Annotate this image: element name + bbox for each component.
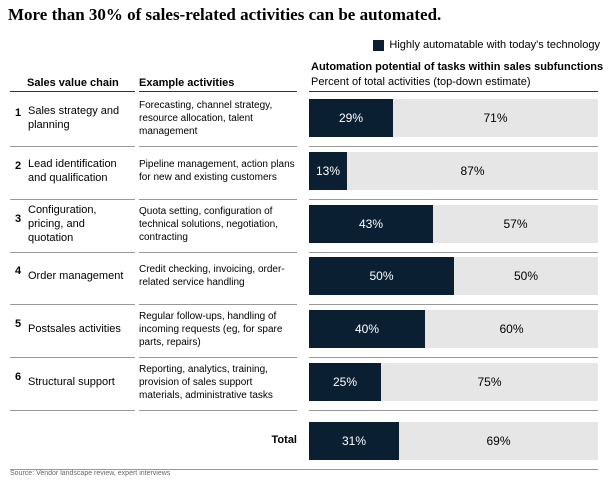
bar-segment-remaining: 87% (347, 152, 598, 190)
bar-segment-automatable: 40% (309, 310, 425, 348)
legend: Highly automatable with today's technolo… (373, 39, 600, 51)
bar-segment-automatable: 13% (309, 152, 347, 190)
row-value-chain-label: Lead identification and qualification (28, 158, 117, 184)
header-divider (139, 91, 297, 92)
row-divider (139, 357, 297, 358)
bar-segment-automatable: 31% (309, 422, 399, 460)
row-number: 5 (15, 318, 22, 330)
stacked-bar-row-5: 40% 60% (309, 310, 598, 348)
legend-swatch (373, 39, 385, 51)
bar-segment-automatable: 25% (309, 363, 381, 401)
row-number: 3 (15, 213, 22, 225)
row-example-activities: Forecasting, channel strategy, resource … (139, 99, 273, 137)
row-example-activities: Credit checking, invoicing, order-relate… (139, 264, 285, 288)
row-example-activities: Reporting, analytics, training, provisio… (139, 363, 273, 401)
row-example-activities: Regular follow-ups, handling of incoming… (139, 310, 283, 348)
header-divider (309, 91, 598, 92)
total-label: Total (271, 434, 297, 446)
row-divider (139, 304, 297, 305)
stacked-bar-row-4: 50% 50% (309, 257, 598, 295)
source-note: Source: Vendor landscape review, expert … (10, 470, 171, 477)
table-bottom-divider (10, 469, 598, 470)
bar-segment-remaining: 71% (393, 99, 598, 137)
row-value-chain-label: Configuration, pricing, and quotation (28, 204, 97, 244)
row-value-chain-label: Postsales activities (28, 323, 121, 335)
row-divider (309, 199, 598, 200)
stacked-bar-row-2: 13% 87% (309, 152, 598, 190)
chart-title: More than 30% of sales-related activitie… (8, 5, 442, 24)
bar-segment-remaining: 75% (381, 363, 598, 401)
row-divider (309, 410, 598, 411)
stacked-bar-row-3: 43% 57% (309, 205, 598, 243)
row-divider (10, 146, 135, 147)
row-divider (139, 410, 297, 411)
row-divider (139, 252, 297, 253)
row-number: 6 (15, 371, 22, 383)
bar-segment-remaining: 60% (425, 310, 598, 348)
row-divider (10, 199, 135, 200)
row-value-chain-label: Structural support (28, 376, 115, 388)
header-divider (10, 91, 135, 92)
row-divider (139, 199, 297, 200)
bar-segment-automatable: 43% (309, 205, 433, 243)
row-number: 2 (15, 160, 22, 172)
row-divider (10, 252, 135, 253)
bar-segment-remaining: 69% (399, 422, 598, 460)
header-automation-subtitle: Percent of total activities (top-down es… (311, 76, 531, 88)
row-number: 1 (15, 107, 22, 119)
row-divider (309, 357, 598, 358)
row-example-activities: Pipeline management, action plans for ne… (139, 159, 295, 183)
legend-label: Highly automatable with today's technolo… (389, 39, 600, 51)
row-value-chain-label: Order management (28, 270, 124, 282)
stacked-bar-row-1: 29% 71% (309, 99, 598, 137)
row-divider (10, 304, 135, 305)
row-divider (309, 146, 598, 147)
row-number: 4 (15, 265, 22, 277)
row-divider (10, 357, 135, 358)
stacked-bar-row-6: 25% 75% (309, 363, 598, 401)
row-divider (309, 304, 598, 305)
row-divider (139, 146, 297, 147)
bar-segment-automatable: 29% (309, 99, 393, 137)
header-automation-potential: Automation potential of tasks within sal… (311, 61, 604, 73)
row-value-chain-label: Sales strategy and planning (28, 105, 120, 131)
bar-segment-automatable: 50% (309, 257, 454, 295)
header-sales-value-chain: Sales value chain (27, 77, 119, 89)
bar-segment-remaining: 50% (454, 257, 598, 295)
row-divider (10, 410, 135, 411)
bar-segment-remaining: 57% (433, 205, 598, 243)
stacked-bar-total: 31% 69% (309, 422, 598, 460)
row-example-activities: Quota setting, configuration of technica… (139, 205, 278, 243)
row-divider (309, 252, 598, 253)
header-example-activities: Example activities (139, 77, 235, 89)
